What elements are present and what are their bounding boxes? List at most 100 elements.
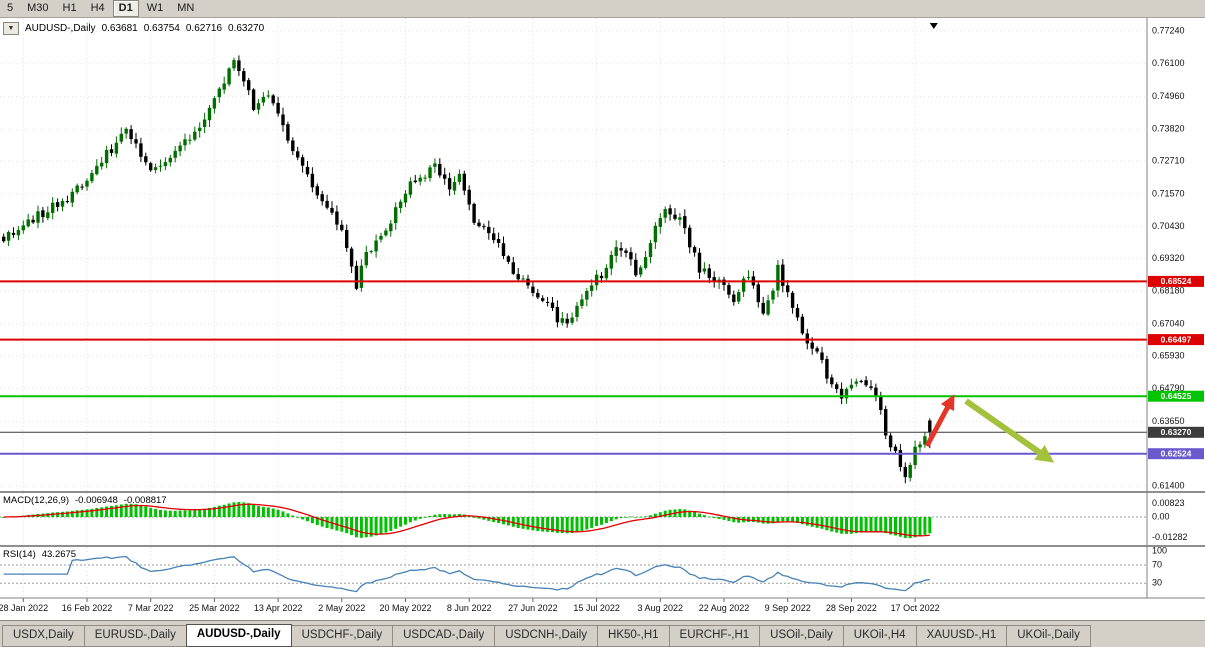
horizontal-level-resistance[interactable]: 0.68524 — [0, 275, 1204, 287]
svg-text:13 Apr 2022: 13 Apr 2022 — [254, 603, 303, 613]
svg-text:0.63650: 0.63650 — [1152, 416, 1185, 426]
macd-main-value: -0.006948 — [75, 495, 118, 506]
timeframe-button-d1[interactable]: D1 — [112, 0, 139, 17]
svg-text:-0.01282: -0.01282 — [1152, 532, 1188, 542]
chart-menu-button[interactable]: ▼ — [3, 22, 19, 35]
rsi-axis: 100 70 30 — [1152, 546, 1167, 588]
tab-eurusd-daily[interactable]: EURUSD-,Daily — [83, 625, 187, 647]
svg-text:0.70430: 0.70430 — [1152, 221, 1185, 231]
price-badge — [1148, 426, 1204, 438]
svg-text:22 Aug 2022: 22 Aug 2022 — [699, 603, 750, 613]
svg-text:17 Oct 2022: 17 Oct 2022 — [891, 603, 940, 613]
rsi-line — [3, 555, 930, 593]
svg-text:0.68180: 0.68180 — [1152, 286, 1185, 296]
horizontal-level-resistance[interactable]: 0.64525 — [0, 390, 1204, 402]
svg-text:15 Jul 2022: 15 Jul 2022 — [573, 603, 620, 613]
ohlc-high: 0.63754 — [143, 23, 180, 34]
timeframe-button-mn[interactable]: MN — [177, 2, 195, 14]
svg-text:0.64790: 0.64790 — [1152, 383, 1185, 393]
svg-text:9 Sep 2022: 9 Sep 2022 — [765, 603, 811, 613]
svg-text:27 Jun 2022: 27 Jun 2022 — [508, 603, 558, 613]
svg-text:0.67040: 0.67040 — [1152, 318, 1185, 328]
tab-eurchf-h1[interactable]: EURCHF-,H1 — [668, 625, 761, 647]
horizontal-level-resistance[interactable]: 0.66497 — [0, 334, 1204, 346]
price-axis[interactable]: 0.77240 0.76100 0.74960 0.73820 0.72710 0.715… — [1152, 25, 1185, 490]
candles — [2, 55, 932, 484]
svg-text:0.61400: 0.61400 — [1152, 480, 1185, 490]
svg-text:0.68524: 0.68524 — [1161, 276, 1192, 286]
timeframe-button-5[interactable]: 5 — [7, 2, 14, 14]
price-badge — [1148, 390, 1204, 402]
svg-text:16 Feb 2022: 16 Feb 2022 — [62, 603, 113, 613]
svg-text:70: 70 — [1152, 559, 1162, 569]
svg-text:0.65930: 0.65930 — [1152, 350, 1185, 360]
svg-text:0.69320: 0.69320 — [1152, 253, 1185, 263]
horizontal-level-current-price[interactable]: 0.63270 — [0, 426, 1204, 438]
timeframe-button-h4[interactable]: H4 — [90, 2, 105, 14]
tab-usdx-daily[interactable]: USDX,Daily — [2, 625, 85, 647]
svg-text:25 Mar 2022: 25 Mar 2022 — [189, 603, 240, 613]
macd-histogram — [2, 502, 932, 539]
chart-symbol-label: AUDUSD-,Daily — [25, 23, 96, 34]
svg-text:0.62524: 0.62524 — [1161, 448, 1192, 458]
macd-signal-value: -0.008817 — [123, 495, 167, 506]
horizontal-level-support[interactable]: 0.62524 — [0, 448, 1204, 460]
svg-text:0.76100: 0.76100 — [1152, 58, 1185, 68]
price-chart-canvas[interactable]: 0.685240.664970.645250.632700.625240.772… — [0, 18, 1205, 620]
tab-ukoil-daily[interactable]: UKOil-,Daily — [1006, 625, 1091, 647]
timeframe-button-w1[interactable]: W1 — [146, 2, 164, 14]
svg-text:100: 100 — [1152, 546, 1167, 556]
tab-ukoil-h4[interactable]: UKOil-,H4 — [842, 625, 917, 647]
time-axis[interactable]: 28 Jan 2022 16 Feb 2022 7 Mar 2022 25 Mar 2… — [0, 598, 940, 613]
price-badge — [1148, 334, 1204, 346]
svg-text:0.00823: 0.00823 — [1152, 498, 1185, 508]
price-badge — [1148, 448, 1204, 460]
tab-usdcnh-daily[interactable]: USDCNH-,Daily — [494, 625, 599, 647]
price-badge — [1148, 275, 1204, 287]
timeframe-toolbar: 5 M30 H1 H4 D1 W1 MN — [0, 0, 1205, 18]
tab-hk50-h1[interactable]: HK50-,H1 — [597, 625, 670, 647]
tab-usoil-daily[interactable]: USOil-,Daily — [759, 625, 844, 647]
svg-text:7 Mar 2022: 7 Mar 2022 — [128, 603, 174, 613]
rsi-indicator-title: RSI(14) 43.2675 — [3, 549, 76, 560]
trend-annotation-arrow-up-right[interactable] — [924, 394, 955, 448]
macd-indicator-title: MACD(12,26,9) -0.006948 -0.008817 — [3, 495, 167, 506]
macd-signal-line — [3, 503, 930, 537]
trend-annotation-arrow-down-right[interactable] — [964, 398, 1055, 463]
macd-axis: 0.00823 0.00 -0.01282 — [1152, 498, 1188, 542]
chart-window[interactable]: 0.68524 0.66497 0.64525 0.63270 0.62524 0.772… — [0, 18, 1205, 620]
svg-text:3 Aug 2022: 3 Aug 2022 — [638, 603, 684, 613]
svg-text:0.73820: 0.73820 — [1152, 124, 1185, 134]
macd-label: MACD(12,26,9) — [3, 495, 69, 506]
svg-text:0.74960: 0.74960 — [1152, 91, 1185, 101]
svg-text:0.64525: 0.64525 — [1161, 391, 1192, 401]
tab-usdcad-daily[interactable]: USDCAD-,Daily — [392, 625, 496, 647]
svg-text:2 May 2022: 2 May 2022 — [318, 603, 365, 613]
chart-title: ▼ AUDUSD-,Daily 0.63681 0.63754 0.62716 … — [3, 22, 264, 35]
svg-text:28 Sep 2022: 28 Sep 2022 — [826, 603, 877, 613]
symbol-tab-bar: USDX,Daily EURUSD-,Daily AUDUSD-,Daily USDC… — [0, 620, 1205, 647]
tab-usdchf-daily[interactable]: USDCHF-,Daily — [290, 625, 394, 647]
svg-text:0.77240: 0.77240 — [1152, 25, 1185, 35]
svg-text:30: 30 — [1152, 578, 1162, 588]
svg-text:20 May 2022: 20 May 2022 — [379, 603, 431, 613]
svg-text:0.00: 0.00 — [1152, 511, 1170, 521]
timeframe-button-m30[interactable]: M30 — [27, 2, 49, 14]
rsi-value: 43.2675 — [41, 549, 77, 560]
ohlc-close: 0.63270 — [228, 23, 265, 34]
svg-text:0.71570: 0.71570 — [1152, 188, 1185, 198]
svg-text:0.72710: 0.72710 — [1152, 155, 1185, 165]
tab-audusd-daily[interactable]: AUDUSD-,Daily — [185, 624, 292, 647]
svg-text:0.63270: 0.63270 — [1161, 427, 1192, 437]
svg-text:0.66497: 0.66497 — [1161, 334, 1192, 344]
svg-text:8 Jun 2022: 8 Jun 2022 — [447, 603, 492, 613]
tab-xauusd-h1[interactable]: XAUUSD-,H1 — [915, 625, 1008, 647]
timeframe-button-h1[interactable]: H1 — [62, 2, 77, 14]
grid — [0, 18, 1147, 597]
rsi-label: RSI(14) — [3, 549, 36, 560]
chevron-down-icon: ▼ — [7, 25, 15, 32]
ohlc-open: 0.63681 — [101, 23, 138, 34]
svg-text:28 Jan 2022: 28 Jan 2022 — [0, 603, 48, 613]
chart-shift-marker[interactable] — [929, 23, 938, 29]
